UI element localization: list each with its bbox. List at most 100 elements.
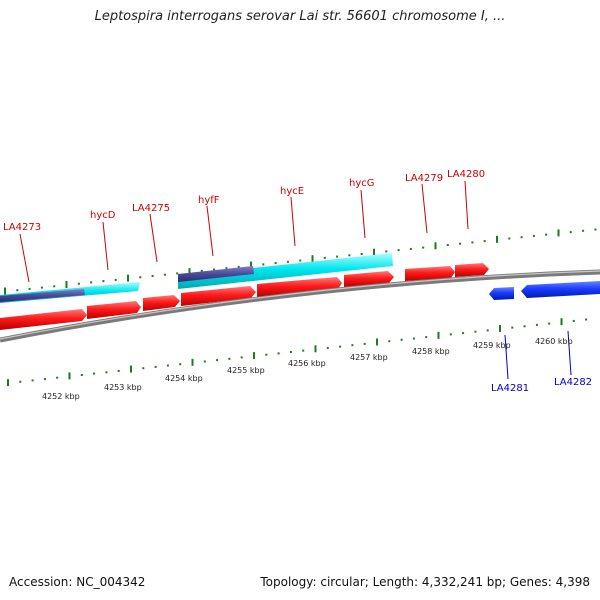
gene-arrow-10[interactable] <box>521 281 600 298</box>
inner-tick <box>351 344 354 347</box>
outer-tick <box>40 286 43 289</box>
inner-tick <box>474 330 477 333</box>
gene-label-LA4282[interactable]: LA4282 <box>554 377 592 388</box>
scale-label-4260: 4260 kbp <box>535 337 573 346</box>
genome-summary-text: Topology: circular; Length: 4,332,241 bp… <box>260 575 590 589</box>
inner-tick <box>191 358 194 366</box>
outer-tick <box>237 265 240 268</box>
scale-label-4254: 4254 kbp <box>165 374 203 383</box>
inner-tick <box>535 323 538 326</box>
gene-arrow-7[interactable] <box>405 266 455 281</box>
outer-tick <box>200 269 203 272</box>
gene-label-hycD[interactable]: hycD <box>90 210 116 221</box>
inner-tick <box>462 332 465 335</box>
inner-tick <box>437 331 440 339</box>
inner-tick <box>154 365 157 368</box>
outer-tick <box>471 241 474 244</box>
outer-tick <box>520 236 523 239</box>
inner-tick <box>339 345 342 348</box>
inner-tick <box>449 333 452 336</box>
gene-label-LA4279[interactable]: LA4279 <box>405 173 443 184</box>
outer-tick <box>483 240 486 243</box>
gene-arrow-8[interactable] <box>455 263 489 277</box>
inner-tick <box>56 376 59 379</box>
gene-arrow-3[interactable] <box>143 295 180 311</box>
outer-tick <box>176 272 179 275</box>
outer-tick <box>545 233 548 236</box>
leader-LA4279 <box>421 183 428 234</box>
outer-tick <box>102 280 105 283</box>
outer-tick <box>274 262 277 265</box>
gene-label-LA4275[interactable]: LA4275 <box>132 203 170 214</box>
outer-tick <box>311 255 314 263</box>
inner-tick <box>7 379 9 387</box>
accession-text: Accession: NC_004342 <box>9 575 146 589</box>
outer-tick <box>151 275 154 277</box>
inner-tick <box>486 329 489 332</box>
outer-tick <box>422 246 425 249</box>
outer-tick <box>409 247 412 250</box>
gene-arrow-5[interactable] <box>257 277 342 297</box>
outer-tick <box>213 268 216 271</box>
gene-label-LA4273[interactable]: LA4273 <box>3 222 41 233</box>
outer-tick <box>323 256 326 259</box>
scale-labels: 4252 kbp 4253 kbp 4254 kbp 4255 kbp 4256… <box>42 337 573 401</box>
inner-tick <box>105 371 108 374</box>
inner-tick <box>240 356 243 359</box>
outer-tick <box>4 287 6 295</box>
gene-arrow-6[interactable] <box>344 271 394 287</box>
inner-tick <box>511 326 514 329</box>
inner-tick <box>363 342 366 345</box>
gene-labels: LA4273 hycD LA4275 hyfF hycE hycG LA4279… <box>3 169 592 394</box>
outer-tick <box>385 250 388 253</box>
inner-tick <box>80 374 83 376</box>
outer-tick <box>446 244 449 246</box>
outer-tick <box>16 289 19 292</box>
outer-tick <box>28 287 31 290</box>
leader-LA4282 <box>567 330 572 376</box>
gene-label-LA4280[interactable]: LA4280 <box>447 169 485 180</box>
outer-tick <box>65 281 68 288</box>
inner-tick <box>572 319 575 322</box>
gene-arrow-4[interactable] <box>181 286 256 306</box>
inner-tick <box>43 378 46 381</box>
gene-arrow-1[interactable] <box>0 309 87 330</box>
label-leaders <box>19 180 572 380</box>
outer-tick <box>459 242 462 245</box>
outer-tick <box>373 248 375 256</box>
outer-tick <box>299 259 302 262</box>
gene-label-hycG[interactable]: hycG <box>349 178 375 189</box>
gene-arrow-2[interactable] <box>87 301 141 319</box>
outer-tick-row <box>4 228 597 295</box>
inner-tick <box>228 357 231 360</box>
outer-tick <box>114 278 117 281</box>
outer-tick <box>163 273 166 276</box>
forward-strand <box>0 263 489 330</box>
outer-tick <box>53 285 56 288</box>
outer-tick <box>348 254 351 257</box>
gene-label-hyfF[interactable]: hyfF <box>198 195 220 206</box>
inner-tick <box>130 365 132 373</box>
outer-tick <box>250 261 252 269</box>
outer-tick <box>496 235 498 243</box>
inner-tick <box>376 338 378 346</box>
cyan-feature-2 <box>178 253 393 289</box>
gene-arrow-9[interactable] <box>489 287 514 300</box>
outer-tick <box>286 260 289 263</box>
outer-tick <box>582 229 585 232</box>
outer-tick <box>188 268 191 276</box>
inner-tick <box>326 346 329 349</box>
feature-band-right <box>178 253 393 289</box>
leader-hycE <box>290 196 296 247</box>
gene-label-LA4281[interactable]: LA4281 <box>491 383 529 394</box>
leader-LA4280 <box>464 180 469 230</box>
gene-label-hycE[interactable]: hycE <box>280 186 304 197</box>
leader-hycG <box>360 189 366 239</box>
outer-tick <box>594 228 597 231</box>
scale-label-4252: 4252 kbp <box>42 392 80 401</box>
inner-tick <box>302 349 305 352</box>
inner-tick <box>117 369 120 372</box>
inner-tick <box>388 340 391 343</box>
map-title: Leptospira interrogans serovar Lai str. … <box>94 9 506 24</box>
